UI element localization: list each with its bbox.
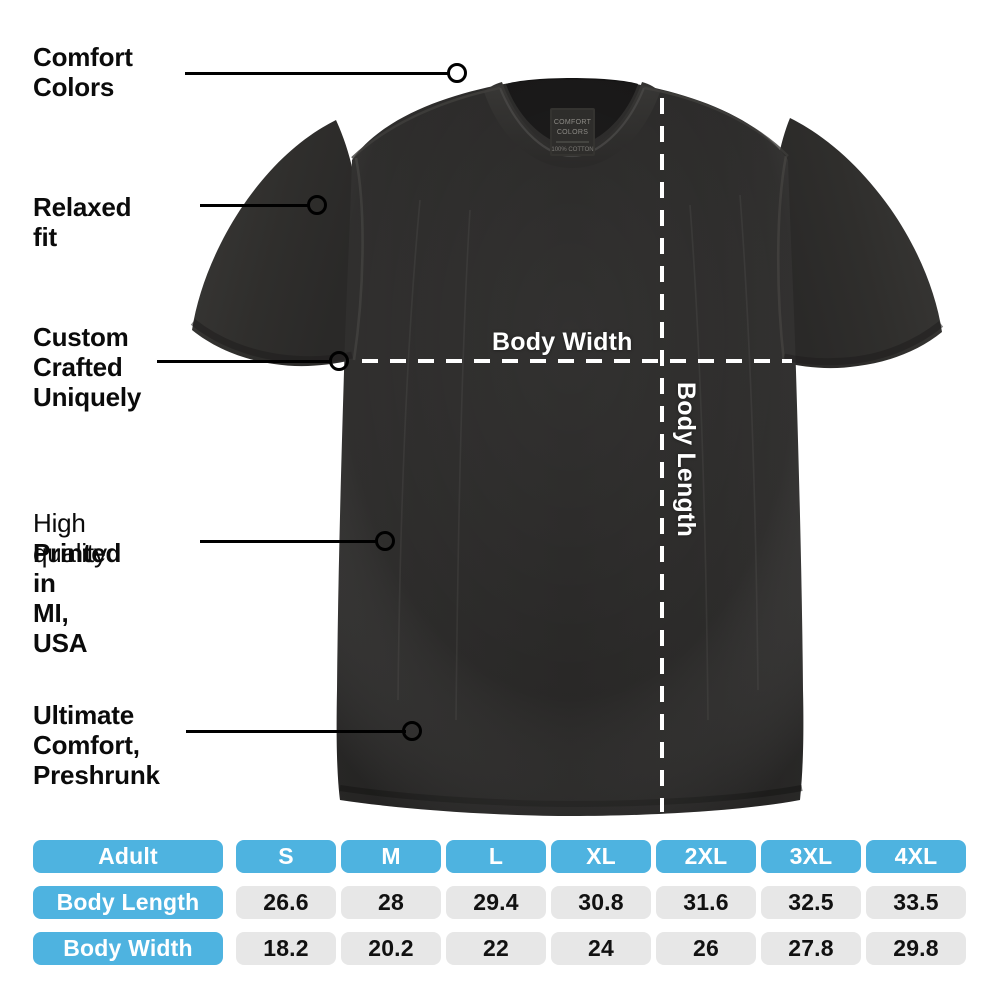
body-length-2xl: 31.6 (656, 886, 756, 919)
size-header-m: M (341, 840, 441, 873)
size-header-s: S (236, 840, 336, 873)
body-width-s: 18.2 (236, 932, 336, 965)
body-width-m: 20.2 (341, 932, 441, 965)
size-header-2xl: 2XL (656, 840, 756, 873)
size-header-l: L (446, 840, 546, 873)
row-label-body-width: Body Width (33, 932, 223, 965)
body-length-m: 28 (341, 886, 441, 919)
body-length-label: Body Length (672, 382, 700, 537)
table-header-row: Adult S M L XL 2XL 3XL 4XL (33, 840, 969, 873)
row-label-body-length: Body Length (33, 886, 223, 919)
body-width-2xl: 26 (656, 932, 756, 965)
leader-dot-3 (329, 351, 349, 371)
feature-lead-printed-in-usa: High quality (33, 508, 107, 568)
body-length-l: 29.4 (446, 886, 546, 919)
feature-label-ultimate-comfort: Ultimate Comfort, Preshrunk (33, 700, 160, 790)
body-length-xl: 30.8 (551, 886, 651, 919)
body-length-4xl: 33.5 (866, 886, 966, 919)
body-width-xl: 24 (551, 932, 651, 965)
leader-line-4 (200, 540, 378, 543)
leader-line-3 (157, 360, 332, 363)
feature-label-comfort-colors: Comfort Colors (33, 42, 133, 102)
feature-label-printed-in-usa: Printed in MI, USA (33, 538, 122, 658)
table-row-body-length: Body Length 26.6 28 29.4 30.8 31.6 32.5 … (33, 886, 969, 919)
leader-line-2 (200, 204, 310, 207)
size-chart-table: Adult S M L XL 2XL 3XL 4XL Body Length 2… (33, 840, 969, 965)
svg-text:100% COTTON: 100% COTTON (551, 147, 593, 153)
body-length-3xl: 32.5 (761, 886, 861, 919)
feature-label-relaxed-fit: Relaxed fit (33, 192, 132, 252)
body-length-s: 26.6 (236, 886, 336, 919)
neck-tag: COMFORT COLORS 100% COTTON (550, 108, 595, 156)
product-image: COMFORT COLORS 100% COTTON Body Width Bo… (33, 42, 944, 816)
leader-line-5 (186, 730, 406, 733)
leader-dot-5 (402, 721, 422, 741)
leader-dot-2 (307, 195, 327, 215)
size-header-xl: XL (551, 840, 651, 873)
body-width-3xl: 27.8 (761, 932, 861, 965)
feature-label-custom-crafted: Custom Crafted Uniquely (33, 322, 142, 412)
size-header-3xl: 3XL (761, 840, 861, 873)
leader-dot-1 (447, 63, 467, 83)
body-width-l: 22 (446, 932, 546, 965)
svg-text:COLORS: COLORS (557, 129, 588, 136)
leader-line-1 (185, 72, 450, 75)
body-width-label: Body Width (492, 328, 633, 356)
table-corner-label: Adult (33, 840, 223, 873)
table-row-body-width: Body Width 18.2 20.2 22 24 26 27.8 29.8 (33, 932, 969, 965)
leader-dot-4 (375, 531, 395, 551)
svg-text:COMFORT: COMFORT (554, 119, 592, 126)
body-width-4xl: 29.8 (866, 932, 966, 965)
size-header-4xl: 4XL (866, 840, 966, 873)
